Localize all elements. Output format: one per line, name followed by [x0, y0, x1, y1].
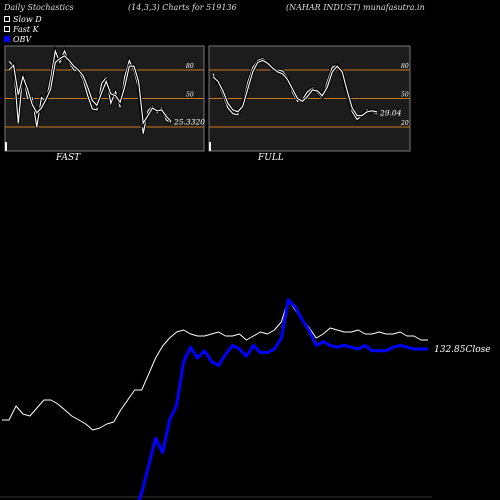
obv-swatch — [4, 36, 10, 42]
legend-item-slow-d: Slow D — [4, 14, 42, 24]
chart-caption: Daily Stochastics — [4, 3, 74, 12]
close-value-label: 132.85Close — [434, 345, 491, 355]
level-label: 80 — [401, 63, 409, 70]
panel-title: FULL — [257, 153, 284, 163]
level-label: 80 — [186, 63, 194, 70]
chart-parameters: (14,3,3) Charts for 519136 — [128, 3, 237, 12]
stoch-line-0 — [8, 48, 172, 134]
fast-k-swatch — [4, 26, 10, 32]
level-label: 50 — [186, 92, 194, 99]
obv-line — [137, 298, 428, 500]
level-label: 50 — [401, 92, 409, 99]
legend: Slow D Fast K OBV — [4, 14, 42, 44]
slow-d-swatch — [4, 16, 10, 22]
legend-label: Slow D — [13, 14, 42, 24]
legend-label: OBV — [13, 34, 32, 44]
panel-title: FAST — [55, 153, 81, 163]
stochastics-panel-0 — [4, 45, 205, 152]
last-value-label: 25.3320 — [173, 117, 205, 126]
stock-name: (NAHAR INDUST) munafasutra.in — [286, 3, 425, 12]
level-label: 20 — [400, 120, 409, 127]
legend-item-fast-k: Fast K — [4, 24, 42, 34]
last-value-label: 29.04 — [379, 109, 402, 118]
stochastics-panel-1 — [208, 45, 411, 152]
stoch-line-1 — [8, 55, 172, 125]
legend-item-obv: OBV — [4, 34, 42, 44]
close-price-line — [2, 299, 428, 431]
stoch-line-1 — [212, 59, 378, 117]
legend-label: Fast K — [13, 24, 39, 34]
